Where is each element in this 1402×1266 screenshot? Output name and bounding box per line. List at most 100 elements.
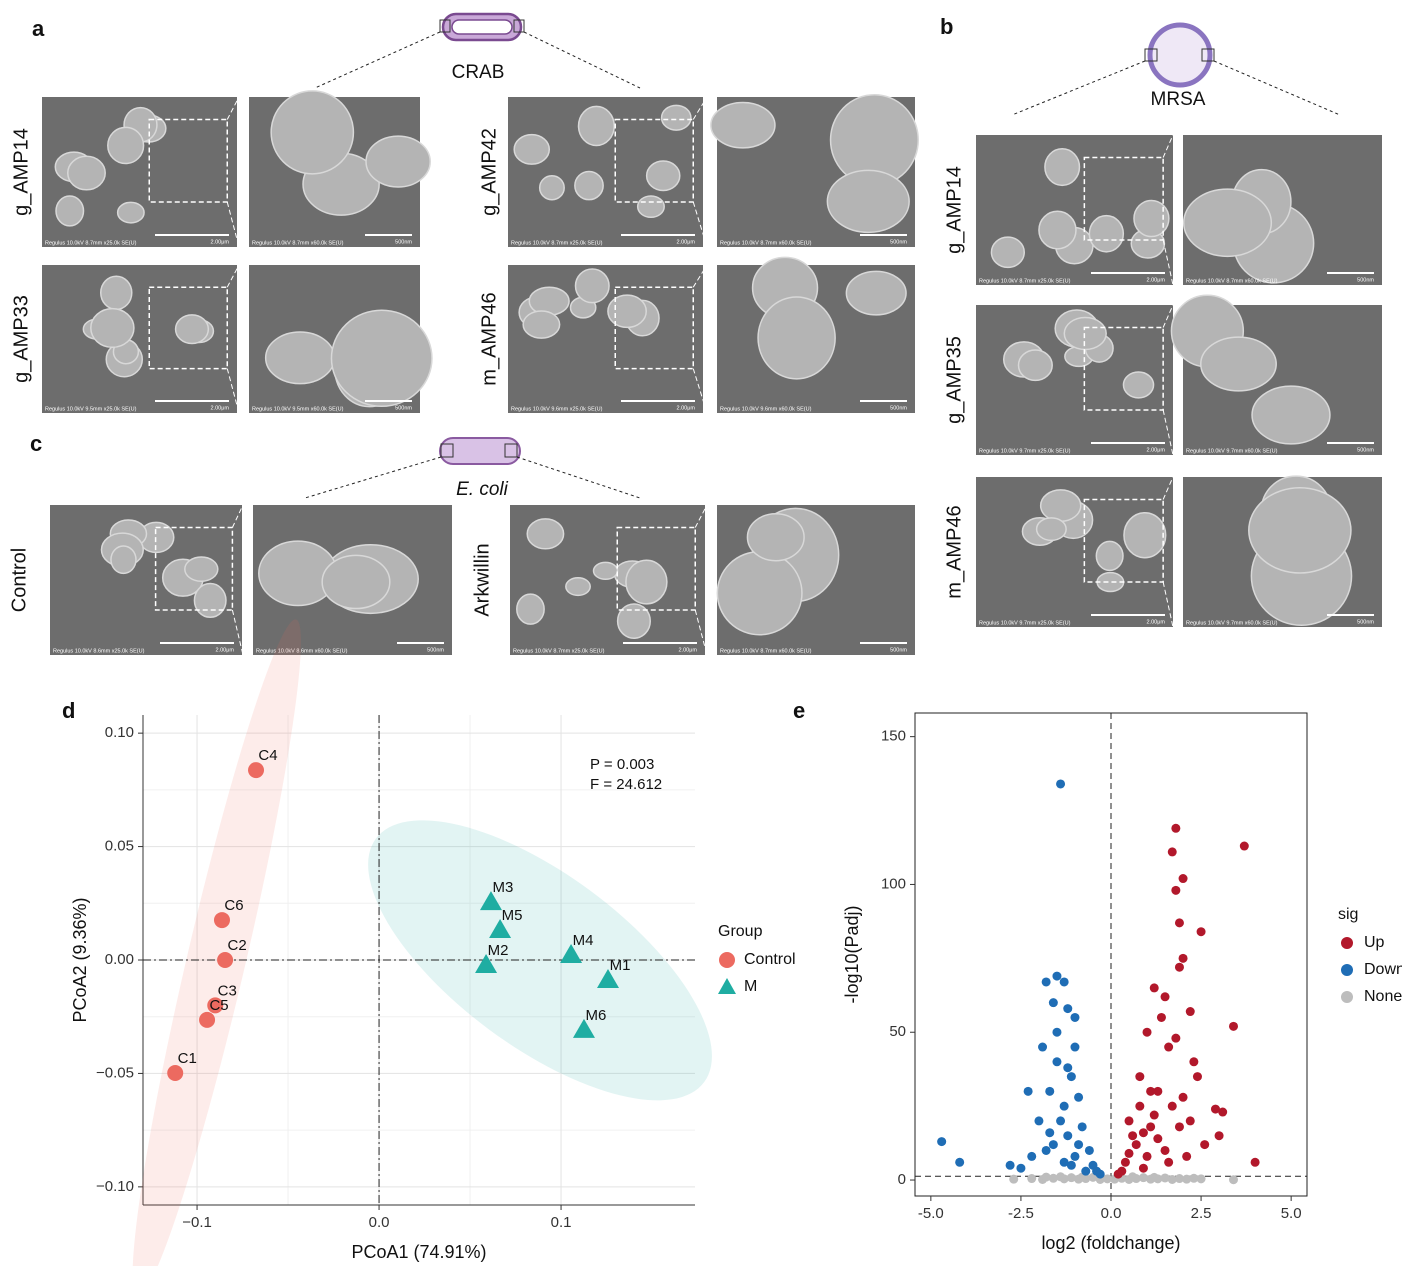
point bbox=[1128, 1172, 1137, 1181]
cell bbox=[846, 271, 906, 314]
cell bbox=[575, 172, 603, 200]
point bbox=[1052, 972, 1061, 981]
cell bbox=[827, 170, 909, 232]
scale-label: 2.00μm bbox=[679, 647, 698, 653]
scale-label: 500nm bbox=[890, 647, 907, 653]
sem-caption: Regulus 10.0kV 8.6mm x25.0k SE(U) bbox=[53, 648, 145, 654]
cell bbox=[1064, 317, 1106, 349]
cell bbox=[1037, 518, 1067, 541]
point bbox=[1060, 1102, 1069, 1111]
scale-label: 500nm bbox=[890, 405, 907, 411]
cell bbox=[1039, 211, 1076, 249]
scale-label: 500nm bbox=[395, 405, 412, 411]
legend-title: sig bbox=[1338, 906, 1358, 923]
scale-label: 2.00μm bbox=[677, 239, 696, 245]
point bbox=[1135, 1072, 1144, 1081]
cell bbox=[529, 287, 569, 315]
sem-image: Regulus 10.0kV 9.7mm x60.0k SE(U)500nm bbox=[1171, 295, 1382, 455]
x-tick-label: -5.0 bbox=[918, 1205, 944, 1222]
y-tick-label: 150 bbox=[881, 728, 906, 745]
point bbox=[1229, 1022, 1238, 1031]
point bbox=[1168, 847, 1177, 856]
sem-caption: Regulus 10.0kV 8.7mm x25.0k SE(U) bbox=[511, 240, 603, 246]
cell bbox=[1252, 386, 1330, 444]
scale-label: 2.00μm bbox=[211, 405, 230, 411]
x-tick-label: 0.0 bbox=[369, 1214, 390, 1231]
sem-image: Regulus 10.0kV 8.6mm x25.0k SE(U)2.00μm bbox=[50, 505, 242, 655]
point bbox=[1215, 1131, 1224, 1140]
point bbox=[1164, 1043, 1173, 1052]
point bbox=[1143, 1152, 1152, 1161]
point bbox=[1146, 1087, 1155, 1096]
scale-label: 2.00μm bbox=[211, 239, 230, 245]
sem-image: Regulus 10.0kV 8.7mm x25.0k SE(U)2.00μm bbox=[976, 135, 1173, 285]
x-tick-label: 0.1 bbox=[551, 1214, 572, 1231]
scale-label: 500nm bbox=[427, 647, 444, 653]
point bbox=[1009, 1175, 1018, 1184]
point bbox=[1179, 1093, 1188, 1102]
cell bbox=[56, 196, 84, 226]
point-label: M2 bbox=[488, 942, 509, 959]
row-label: Control bbox=[8, 548, 30, 612]
point bbox=[1070, 1013, 1079, 1022]
point bbox=[1171, 1034, 1180, 1043]
cell bbox=[1096, 541, 1123, 570]
y-tick-label: 0.05 bbox=[105, 838, 134, 855]
annotation: P = 0.003 bbox=[590, 756, 654, 773]
point bbox=[1042, 1146, 1051, 1155]
sem-caption: Regulus 10.0kV 8.6mm x60.0k SE(U) bbox=[256, 648, 348, 654]
cell bbox=[1249, 488, 1351, 573]
sem-image: Regulus 10.0kV 9.5mm x60.0k SE(U)500nm bbox=[249, 265, 432, 413]
point bbox=[1045, 1087, 1054, 1096]
panel-label: c bbox=[30, 431, 42, 456]
point bbox=[1096, 1170, 1105, 1179]
sem-image: Regulus 10.0kV 9.5mm x25.0k SE(U)2.00μm bbox=[42, 265, 237, 413]
legend-swatch bbox=[1341, 937, 1353, 949]
point bbox=[1070, 1043, 1079, 1052]
point bbox=[1060, 1158, 1069, 1167]
point bbox=[1139, 1128, 1148, 1137]
point bbox=[1045, 1128, 1054, 1137]
point bbox=[1060, 977, 1069, 986]
panel-label: a bbox=[32, 16, 45, 41]
sem-image: Regulus 10.0kV 9.7mm x25.0k SE(U)2.00μm bbox=[976, 305, 1173, 455]
point bbox=[1125, 1116, 1134, 1125]
scale-label: 2.00μm bbox=[1147, 447, 1166, 453]
cell bbox=[194, 584, 226, 618]
row-label: m_AMP46 bbox=[943, 505, 965, 598]
point bbox=[1070, 1152, 1079, 1161]
row-label: g_AMP42 bbox=[478, 128, 500, 216]
legend-swatch bbox=[1341, 991, 1353, 1003]
point bbox=[1179, 874, 1188, 883]
cell bbox=[1123, 372, 1153, 398]
cell bbox=[1041, 490, 1081, 521]
sem-caption: Regulus 10.0kV 9.6mm x60.0k SE(U) bbox=[720, 406, 812, 412]
sem-image: Regulus 10.0kV 8.7mm x60.0k SE(U)500nm bbox=[711, 95, 918, 247]
cell bbox=[1045, 149, 1080, 186]
point bbox=[1024, 1087, 1033, 1096]
y-axis-title: PCoA2 (9.36%) bbox=[70, 897, 90, 1022]
point bbox=[1146, 1122, 1155, 1131]
cell bbox=[118, 202, 144, 222]
point bbox=[1078, 1122, 1087, 1131]
cell bbox=[517, 594, 544, 624]
point bbox=[1038, 1043, 1047, 1052]
organism-label: E. coli bbox=[456, 479, 509, 500]
point bbox=[1161, 992, 1170, 1001]
row-label: g_AMP35 bbox=[943, 336, 965, 424]
row-label: g_AMP14 bbox=[10, 128, 32, 216]
sem-image: Regulus 10.0kV 9.7mm x25.0k SE(U)2.00μm bbox=[976, 477, 1173, 627]
point bbox=[1229, 1175, 1238, 1184]
sem-image: Regulus 10.0kV 8.7mm x25.0k SE(U) 2.00μm bbox=[508, 97, 703, 247]
point bbox=[1027, 1174, 1036, 1183]
point bbox=[1042, 1173, 1051, 1182]
sem-image: Regulus 10.0kV 9.7mm x60.0k SE(U)500nm bbox=[1183, 476, 1382, 627]
y-tick-label: 0.10 bbox=[105, 724, 134, 741]
row-label: Arkwillin bbox=[471, 543, 493, 616]
point bbox=[1175, 918, 1184, 927]
legend-label: Up bbox=[1364, 934, 1385, 951]
y-tick-label: 100 bbox=[881, 875, 906, 892]
point bbox=[1171, 824, 1180, 833]
scale-label: 500nm bbox=[1357, 277, 1374, 283]
sem-image: Regulus 10.0kV 8.7mm x60.0k SE(U)500nm bbox=[717, 505, 915, 655]
